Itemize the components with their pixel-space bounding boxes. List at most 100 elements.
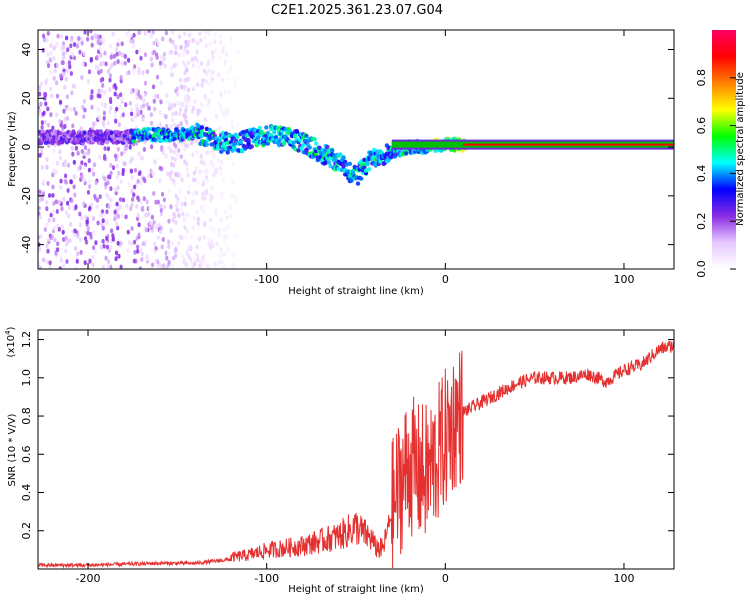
spectrogram-ridge-cell — [347, 161, 353, 166]
spectrogram-ridge-cell — [341, 155, 346, 160]
spectrogram-noise-cell — [179, 121, 183, 127]
spectrogram-noise-cell — [106, 68, 110, 74]
spectrogram-noise-cell — [171, 111, 175, 117]
spectrogram-noise-cell — [217, 72, 221, 78]
spectrogram-noise-cell — [120, 96, 124, 102]
spectrogram-noise-cell — [104, 240, 108, 246]
spectrogram-noise-cell — [139, 180, 143, 186]
spectrogram-ridge-cell — [204, 142, 209, 147]
spectrogram-ridge-cell — [317, 145, 322, 150]
spectrogram-noise-cell — [196, 180, 201, 186]
snr-x-label: Height of straight line (km) — [288, 584, 424, 595]
spectrogram-noise-cell — [178, 234, 182, 240]
spectrogram-noise-cell — [71, 151, 75, 157]
spectrogram-noise-cell — [48, 57, 52, 63]
spectrogram-noise-cell — [179, 45, 183, 50]
spectrogram-noise-cell — [67, 213, 71, 219]
spectrogram-noise-cell — [55, 63, 59, 68]
spectrogram-noise-cell — [109, 43, 113, 49]
snr-x-tick-label: 0 — [442, 572, 449, 585]
spectrogram-noise-cell — [135, 106, 139, 112]
spectrogram-noise-cell — [141, 241, 145, 247]
spectrogram-ridge-cell — [349, 178, 354, 183]
spectrogram-noise-cell — [72, 106, 76, 112]
spectrogram-noise-cell — [100, 222, 104, 228]
spectrogram-noise-cell — [50, 93, 54, 99]
spectrogram-noise-cell — [93, 33, 97, 39]
spectrogram-noise-cell — [209, 72, 213, 78]
spectrogram-ridge-cell — [188, 131, 193, 136]
spectrogram-noise-cell — [69, 71, 73, 76]
spectrogram-ridge-cell — [359, 176, 364, 181]
spectrogram-noise-cell — [84, 236, 88, 242]
spectrogram-noise-cell — [148, 220, 152, 226]
spectrogram-noise-cell — [64, 179, 68, 185]
spectrogram-ridge-cell — [43, 140, 49, 145]
spectrogram-ridge-cell — [314, 151, 319, 157]
spectrogram-noise-cell — [207, 99, 211, 104]
spectrogram-noise-cell — [91, 167, 95, 173]
spectrogram-ridge-cell — [132, 139, 137, 144]
spectrogram-noise-cell — [111, 165, 116, 171]
spectrogram-noise-cell — [66, 188, 70, 193]
spectrogram-noise-cell — [127, 57, 131, 63]
spectrogram-noise-cell — [113, 61, 117, 66]
spectrogram-noise-cell — [182, 260, 186, 265]
spectrogram-noise-cell — [167, 188, 171, 194]
spectrogram-noise-cell — [151, 30, 155, 35]
spectrogram-noise-cell — [132, 192, 136, 198]
spectrogram-noise-cell — [214, 48, 218, 54]
spectrogram-y-label: Frequency (Hz) — [7, 111, 18, 187]
spectrogram-noise-cell — [205, 30, 209, 35]
spectrogram-noise-cell — [167, 145, 171, 151]
spectrogram-noise-cell — [177, 52, 181, 58]
spectrogram-noise-cell — [209, 239, 213, 245]
spectrogram-noise-cell — [43, 227, 47, 232]
spectrogram-noise-cell — [214, 212, 218, 218]
spectrogram-noise-cell — [87, 69, 92, 75]
spectrogram-noise-cell — [79, 126, 84, 131]
spectrogram-noise-cell — [185, 167, 189, 173]
spectrogram-noise-cell — [137, 69, 141, 75]
spectrogram-noise-cell — [149, 33, 154, 38]
spectrogram-noise-cell — [102, 175, 106, 181]
spectrogram-noise-cell — [72, 232, 76, 238]
spectrogram-noise-cell — [43, 119, 47, 125]
spectrogram-noise-cell — [229, 36, 233, 42]
spectrogram-noise-cell — [209, 244, 213, 250]
spectrogram-noise-cell — [64, 210, 69, 216]
spectrogram-noise-cell — [80, 215, 84, 221]
spectrogram-noise-cell — [114, 256, 118, 262]
spectrogram-noise-cell — [107, 204, 111, 209]
snr-y-tick-label: 0.4 — [20, 484, 33, 502]
spectrogram-noise-cell — [152, 220, 156, 225]
snr-y-tick-label: 0.6 — [20, 446, 33, 464]
spectrogram-noise-cell — [202, 103, 206, 109]
spectrogram-noise-cell — [153, 241, 157, 247]
spectrogram-noise-cell — [105, 192, 109, 198]
spectrogram-ridge-cell — [246, 137, 251, 143]
spectrogram-noise-cell — [147, 106, 151, 111]
spectrogram-noise-cell — [82, 177, 86, 183]
spectrogram-noise-cell — [125, 203, 129, 209]
spectrogram-noise-cell — [159, 99, 163, 105]
spectrogram-noise-cell — [184, 195, 188, 201]
spectrogram-noise-cell — [62, 263, 66, 268]
spectrogram-noise-cell — [167, 260, 171, 265]
spectrogram-noise-cell — [141, 205, 145, 211]
spectrogram-noise-cell — [74, 265, 78, 269]
spectrogram-noise-cell — [192, 170, 197, 176]
spectrogram-noise-cell — [47, 63, 51, 68]
spectrogram-noise-cell — [91, 230, 96, 236]
spectrogram-noise-cell — [199, 37, 203, 43]
spectrogram-noise-cell — [195, 149, 199, 155]
spectrogram-noise-cell — [51, 125, 55, 131]
spectrogram-noise-cell — [173, 149, 177, 155]
spectrogram-noise-cell — [116, 42, 120, 47]
spectrogram-noise-cell — [92, 171, 96, 177]
spectrogram-noise-cell — [213, 262, 217, 267]
spectrogram-noise-cell — [156, 235, 160, 241]
spectrogram-ridge-cell — [307, 145, 312, 150]
spectrogram-noise-cell — [181, 211, 185, 217]
spectrogram-noise-cell — [44, 101, 48, 107]
